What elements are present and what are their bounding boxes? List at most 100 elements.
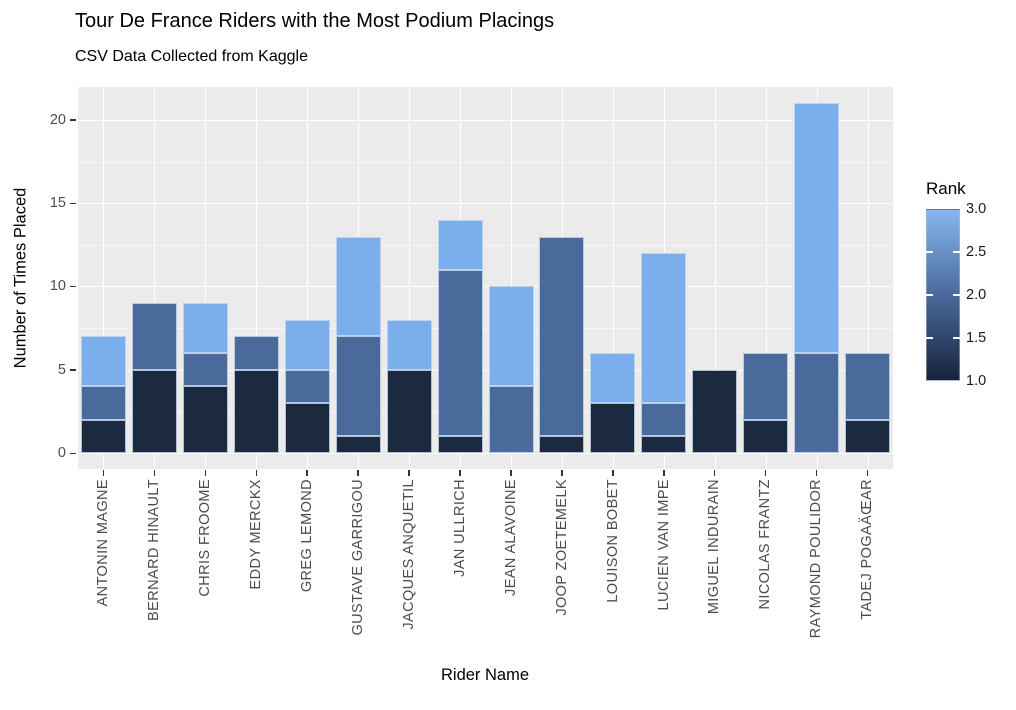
bar-segment	[81, 336, 126, 387]
gridline-minor	[78, 328, 893, 330]
y-tick-label: 15	[49, 195, 66, 212]
gridline-vertical	[307, 87, 309, 469]
gridline-vertical	[409, 87, 411, 469]
x-tick-mark	[102, 470, 105, 476]
legend-title: Rank	[926, 179, 966, 198]
legend-tick-mark	[926, 251, 933, 253]
x-tick-label-text: LOUISON BOBET	[604, 479, 621, 603]
y-tick-mark	[70, 452, 76, 454]
bar-segment	[182, 353, 228, 387]
bar-segment	[692, 369, 738, 453]
y-tick-mark	[70, 369, 76, 371]
bar-segment	[386, 369, 432, 453]
x-tick-mark	[357, 470, 359, 476]
bar-segment	[743, 353, 789, 420]
y-tick-mark	[70, 119, 76, 121]
x-tick-label: ANTONIN MAGNE	[78, 479, 129, 669]
y-tick-label: 10	[49, 278, 66, 295]
x-tick-label-text: MIGUEL INDURAIN	[706, 479, 723, 615]
gridline-vertical	[612, 87, 614, 469]
legend-tick-mark	[926, 337, 933, 339]
x-tick-mark	[866, 470, 869, 476]
x-tick-mark	[510, 470, 512, 476]
x-tick-label-text: ANTONIN MAGNE	[95, 479, 112, 607]
bar-segment	[284, 319, 330, 370]
chart-title: Tour De France Riders with the Most Podi…	[75, 10, 555, 32]
bar-segment	[335, 336, 381, 437]
bar-segment	[182, 386, 228, 453]
x-axis-title: Rider Name	[440, 666, 530, 684]
x-tick-label: JACQUES ANQUETIL	[384, 479, 435, 669]
gridline-vertical	[154, 87, 156, 469]
bar-segment	[590, 353, 636, 404]
chart-subtitle: CSV Data Collected from Kaggle	[75, 48, 308, 65]
x-tick-label-text: JOOP ZOETEMELK	[553, 479, 570, 616]
gridline-vertical	[765, 87, 767, 469]
x-tick-label-text: JACQUES ANQUETIL	[400, 479, 417, 630]
legend-tick-mark	[953, 294, 960, 296]
bar-segment	[284, 403, 330, 453]
gridline-vertical	[205, 87, 207, 469]
x-tick-mark	[255, 470, 258, 476]
gridline-vertical	[256, 87, 258, 469]
gridline-minor	[78, 161, 893, 163]
legend-tick-mark	[953, 337, 960, 339]
x-tick-label-text: TADEJ POGAÄŒAR	[859, 479, 876, 620]
x-tick-mark	[764, 470, 767, 476]
gridline-vertical	[867, 87, 869, 469]
x-tick-label-text: BERNARD HINAULT	[146, 479, 163, 621]
x-tick-label-text: NICOLAS FRANTZ	[757, 479, 774, 610]
gridline-vertical	[510, 87, 512, 469]
bar-segment	[641, 253, 687, 403]
bar-segment	[386, 319, 432, 370]
x-tick-label: JEAN ALAVOINE	[486, 479, 537, 669]
bar-segment	[131, 369, 177, 453]
x-tick-label: JAN ULLRICH	[435, 479, 486, 669]
bar-segment	[794, 353, 840, 453]
y-tick-mark	[70, 285, 76, 288]
bar-segment	[182, 303, 228, 354]
legend-tick-label: 2.0	[966, 287, 987, 303]
x-tick-label: LOUISON BOBET	[587, 479, 638, 669]
bar-segment	[488, 286, 534, 387]
gridline-major	[78, 119, 893, 121]
x-tick-mark	[713, 470, 716, 476]
bar-segment	[641, 403, 687, 437]
bar-segment	[641, 436, 687, 453]
bar-segment	[131, 303, 177, 370]
gridline-minor	[78, 411, 893, 413]
bar-segment	[539, 236, 585, 437]
x-tick-label: GREG LEMOND	[282, 479, 333, 669]
bar-segment	[845, 353, 890, 420]
x-tick-mark	[663, 470, 665, 476]
bar-segment	[335, 436, 381, 453]
x-tick-mark	[561, 470, 563, 476]
gridline-major	[78, 453, 893, 454]
x-tick-label-text: RAYMOND POULIDOR	[808, 479, 825, 639]
legend-tick-label: 1.5	[966, 330, 987, 346]
bar-segment	[539, 436, 585, 453]
bar-segment	[233, 336, 279, 370]
x-tick-label-text: CHRIS FROOME	[197, 479, 214, 597]
x-tick-label-text: GREG LEMOND	[298, 479, 315, 593]
gridline-major	[78, 286, 893, 288]
legend-tick-mark	[953, 251, 960, 253]
gridline-major	[78, 203, 893, 205]
x-tick-label: CHRIS FROOME	[180, 479, 231, 669]
bar-segment	[81, 419, 126, 453]
x-tick-label: NICOLAS FRANTZ	[740, 479, 791, 669]
y-tick-label: 0	[57, 445, 66, 461]
x-tick-mark	[306, 470, 308, 476]
x-tick-label-text: EDDY MERCKX	[248, 479, 265, 590]
gridline-minor	[78, 244, 893, 246]
gridline-vertical	[103, 87, 105, 469]
x-tick-label: LUCIEN VAN IMPE	[638, 479, 689, 669]
x-tick-label: GUSTAVE GARRIGOU	[333, 479, 384, 669]
x-tick-label-text: LUCIEN VAN IMPE	[655, 479, 672, 611]
x-tick-mark	[815, 470, 818, 476]
legend-tick-label: 2.5	[966, 244, 987, 260]
x-tick-label-text: JEAN ALAVOINE	[502, 479, 519, 596]
bar-segment	[437, 219, 483, 270]
bar-segment	[437, 436, 483, 453]
x-tick-label: BERNARD HINAULT	[129, 479, 180, 669]
